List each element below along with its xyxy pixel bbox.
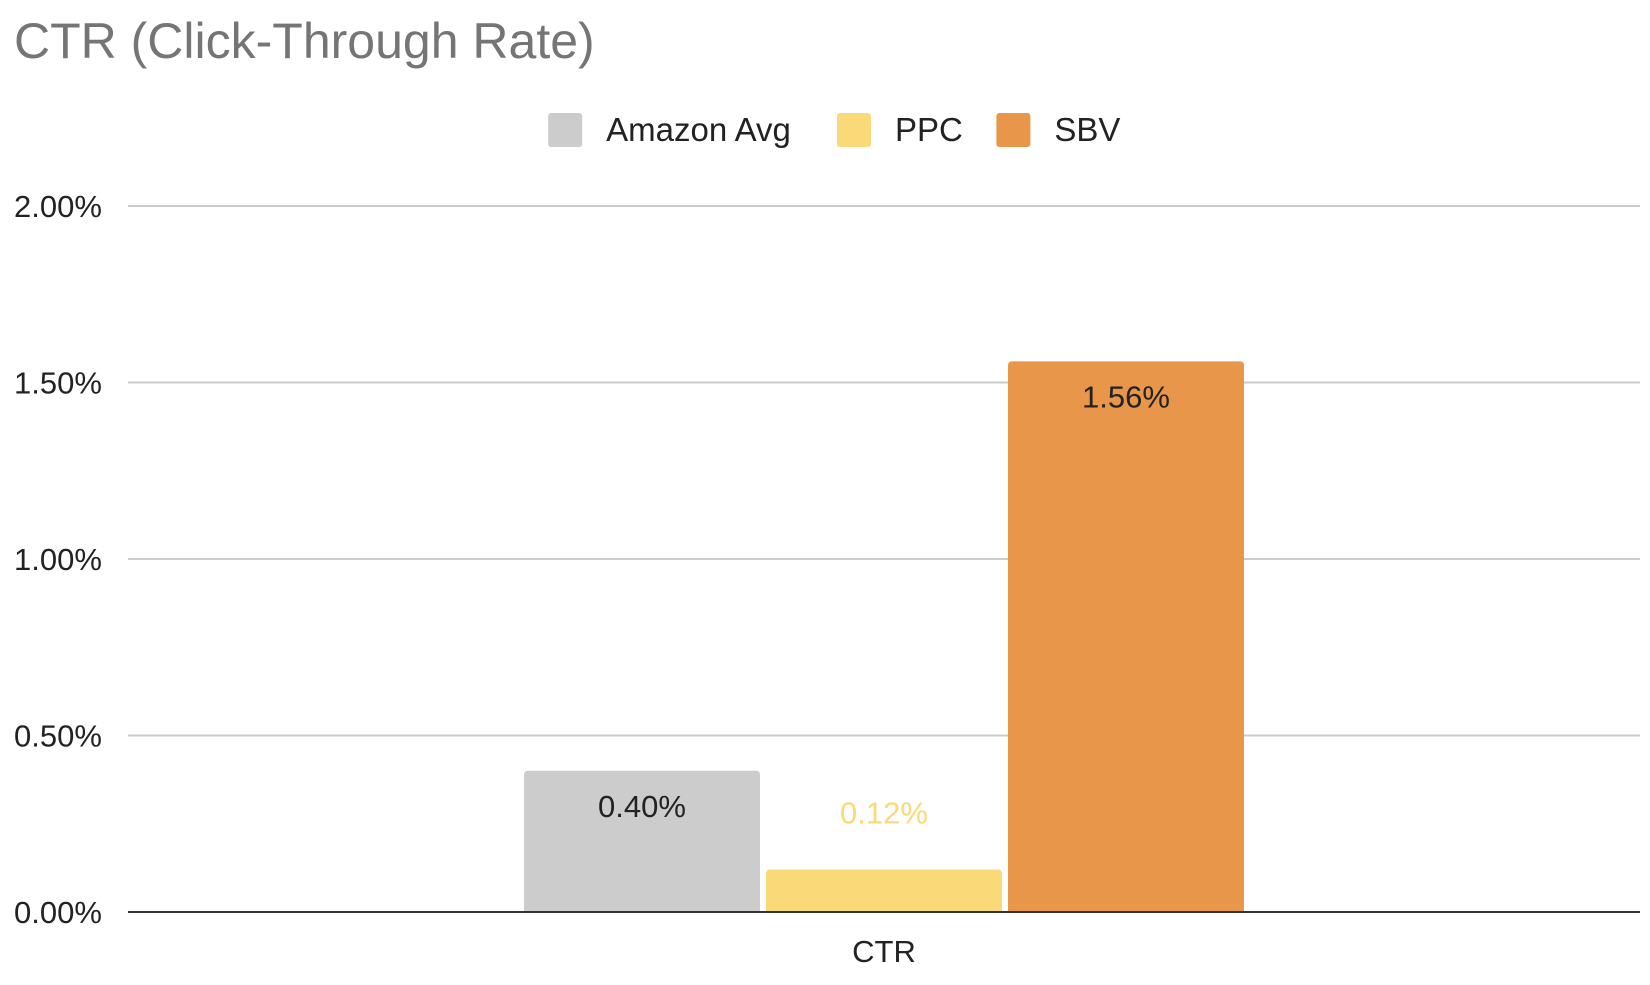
x-axis: CTR (128, 911, 1640, 969)
y-tick-label: 0.50% (14, 719, 102, 754)
y-axis: 0.00% 0.50% 1.00% 1.50% 2.00% (14, 189, 102, 930)
x-tick-label: CTR (852, 934, 916, 969)
y-tick-label: 1.00% (14, 542, 102, 577)
y-tick-label: 0.00% (14, 895, 102, 930)
chart-title: CTR (Click-Through Rate) (14, 13, 595, 69)
data-label-ppc: 0.12% (840, 796, 928, 831)
legend-swatch-amazon-avg (548, 113, 583, 147)
data-label-amazon-avg: 0.40% (598, 789, 686, 824)
y-tick-label: 2.00% (14, 189, 102, 224)
legend-label: Amazon Avg (606, 111, 791, 148)
legend-label: PPC (895, 111, 963, 148)
legend: Amazon Avg PPC SBV (548, 111, 1120, 148)
legend-swatch-sbv (996, 113, 1031, 147)
bar-sbv (1008, 361, 1244, 912)
data-label-sbv: 1.56% (1082, 379, 1170, 414)
bar-amazon-avg (524, 770, 760, 912)
legend-swatch-ppc (836, 113, 871, 147)
gridlines (128, 205, 1640, 737)
bar-ppc (766, 869, 1002, 912)
bars (524, 361, 1244, 912)
y-tick-label: 1.50% (14, 366, 102, 401)
data-labels: 0.40% 0.12% 1.56% (598, 379, 1170, 830)
legend-label: SBV (1054, 111, 1120, 148)
